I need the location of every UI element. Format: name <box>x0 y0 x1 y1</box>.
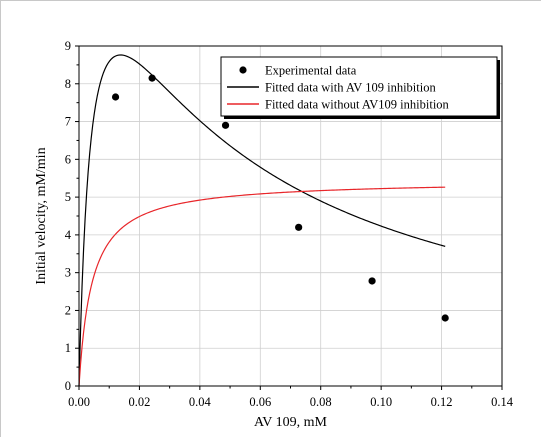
data-point <box>221 121 230 129</box>
y-tick-label: 2 <box>65 303 71 317</box>
x-tick-label: 0.00 <box>68 395 90 409</box>
x-tick-label: 0.02 <box>128 395 150 409</box>
fitted-line-without-inhibition <box>78 186 446 387</box>
y-axis-title: Initial velocity, mM/min <box>34 147 49 284</box>
plot-series <box>78 54 449 387</box>
data-point <box>368 277 376 285</box>
data-point <box>148 74 156 82</box>
x-tick-label: 0.08 <box>310 395 332 409</box>
legend-label-experimental: Experimental data <box>265 64 357 78</box>
legend-label-without-inhibition: Fitted data without AV109 inhibition <box>265 98 450 112</box>
y-tick-label: 9 <box>65 39 71 53</box>
y-tick-label: 6 <box>65 152 71 166</box>
legend-box <box>220 56 498 117</box>
x-axis-title: AV 109, mM <box>254 415 328 430</box>
axis-ticks: 0.00 0.02 0.04 0.06 0.08 0.10 0.12 0.14 0 1 2 3 4 5 6 7… <box>65 39 514 409</box>
y-tick-label: 1 <box>65 341 71 355</box>
data-point <box>441 314 449 322</box>
x-tick-label: 0.10 <box>370 395 392 409</box>
legend: Experimental data Fitted data with AV 10… <box>220 56 500 119</box>
legend-label-with-inhibition: Fitted data with AV 109 inhibition <box>265 81 436 95</box>
x-tick-label: 0.06 <box>249 395 271 409</box>
x-tick-label: 0.04 <box>189 395 212 409</box>
fitted-line-with-inhibition <box>78 54 446 387</box>
x-tick-label: 0.12 <box>431 395 453 409</box>
y-tick-label: 3 <box>65 266 71 280</box>
y-tick-label: 8 <box>65 77 71 91</box>
y-tick-label: 5 <box>65 190 71 204</box>
legend-marker-experimental <box>239 66 247 74</box>
data-point <box>295 223 303 231</box>
y-tick-label: 7 <box>65 115 71 129</box>
data-point <box>111 93 120 101</box>
y-tick-label: 4 <box>65 228 72 242</box>
y-tick-label: 0 <box>65 379 71 393</box>
x-tick-label: 0.14 <box>491 395 514 409</box>
